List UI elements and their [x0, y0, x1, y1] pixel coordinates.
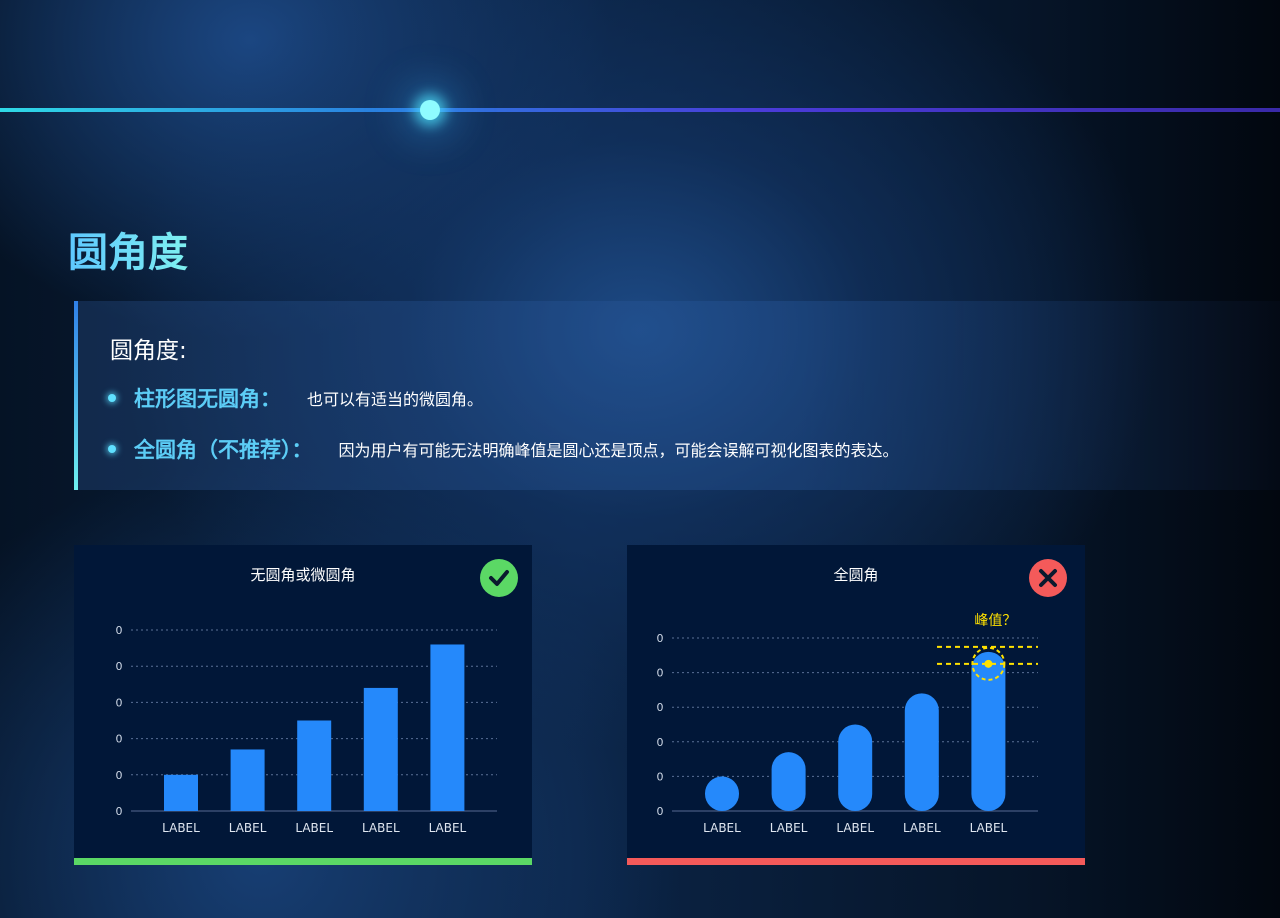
x-tick-label: LABEL	[836, 821, 874, 835]
bar	[971, 651, 1006, 811]
bullet-icon	[108, 445, 116, 453]
chart-title: 无圆角或微圆角	[250, 566, 356, 584]
x-tick-label: LABEL	[970, 821, 1008, 835]
y-tick-label: 0	[116, 769, 123, 782]
x-tick-label: LABEL	[703, 821, 741, 835]
good-example-card: 无圆角或微圆角 0 0 0 0 0 0 LABEL LABEL LABEL LABEL LABEL	[74, 545, 532, 865]
bad-example-card: 全圆角 0 0 0 0 0 0 LABEL LABEL LABEL LABEL LABEL 峰值？	[627, 545, 1085, 865]
info-item: 柱形图无圆角： 也可以有适当的微圆角。	[108, 383, 483, 413]
info-item-key: 全圆角（不推荐）：	[134, 438, 313, 462]
bar-chart-rounded: 0 0 0 0 0 0 LABEL LABEL LABEL LABEL LABEL 峰值？	[657, 613, 1038, 835]
peak-annotation: 峰值？	[974, 613, 1016, 629]
info-item-key: 柱形图无圆角：	[134, 387, 281, 411]
bar-chart-square: 0 0 0 0 0 0 LABEL LABEL LABEL LABEL LABEL	[116, 624, 497, 835]
y-tick-label: 0	[657, 667, 664, 680]
page-title: 圆角度	[68, 220, 188, 278]
bar	[164, 774, 198, 811]
bar	[705, 776, 739, 811]
y-tick-label: 0	[116, 805, 123, 818]
bar	[363, 687, 398, 811]
y-tick-label: 0	[116, 696, 123, 709]
good-indicator-bar	[74, 858, 532, 865]
chart-title: 全圆角	[833, 566, 879, 584]
y-tick-label: 0	[657, 736, 664, 749]
peak-circle	[971, 646, 1006, 681]
y-tick-label: 0	[657, 632, 664, 645]
bar	[297, 720, 332, 811]
x-tick-label: LABEL	[295, 821, 333, 835]
peak-center-dot	[984, 659, 993, 668]
y-tick-label: 0	[116, 624, 123, 637]
x-tick-label: LABEL	[229, 821, 267, 835]
x-tick-label: LABEL	[429, 821, 467, 835]
close-icon	[1029, 559, 1067, 597]
top-divider-line	[0, 108, 1280, 112]
x-tick-label: LABEL	[362, 821, 400, 835]
info-heading: 圆角度:	[110, 338, 187, 364]
x-tick-label: LABEL	[162, 821, 200, 835]
bar	[430, 644, 465, 811]
info-item-value: 也可以有适当的微圆角。	[307, 390, 484, 409]
info-panel: 圆角度: 柱形图无圆角： 也可以有适当的微圆角。 全圆角（不推荐）： 因为用户有…	[74, 301, 1280, 490]
info-item: 全圆角（不推荐）： 因为用户有可能无法明确峰值是圆心还是顶点，可能会误解可视化图…	[108, 434, 899, 464]
glow-dot	[420, 100, 440, 120]
bar	[771, 752, 806, 811]
bullet-icon	[108, 394, 116, 402]
y-tick-label: 0	[657, 805, 664, 818]
y-tick-label: 0	[657, 770, 664, 783]
y-tick-label: 0	[116, 733, 123, 746]
y-tick-label: 0	[657, 701, 664, 714]
bar	[904, 693, 939, 811]
info-item-value: 因为用户有可能无法明确峰值是圆心还是顶点，可能会误解可视化图表的表达。	[338, 441, 899, 460]
x-tick-label: LABEL	[903, 821, 941, 835]
bar	[230, 749, 265, 811]
bad-indicator-bar	[627, 858, 1085, 865]
bar	[838, 724, 873, 811]
y-tick-label: 0	[116, 660, 123, 673]
x-tick-label: LABEL	[770, 821, 808, 835]
check-icon	[480, 559, 518, 597]
